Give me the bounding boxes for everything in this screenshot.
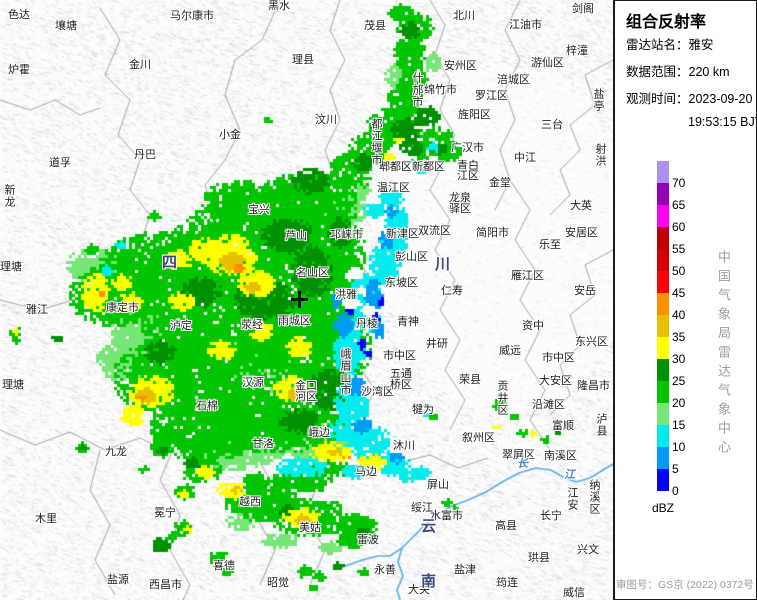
legend-tick-label: 60 <box>672 220 686 234</box>
legend-tick-label: 50 <box>672 264 686 278</box>
legend-tick-label: 25 <box>672 374 686 388</box>
legend-tick-label: 5 <box>672 462 679 476</box>
legend-tick-label: 0 <box>672 484 679 498</box>
legend-tick-label: 10 <box>672 440 686 454</box>
legend-tick-label: 55 <box>672 242 686 256</box>
map-approval-number: 审图号：GS京 (2022) 0372号 <box>616 579 754 591</box>
legend-swatch <box>657 205 669 227</box>
legend-tick-label: 45 <box>672 286 686 300</box>
legend-swatch <box>657 359 669 381</box>
radar-station-marker <box>291 291 308 308</box>
legend-tick-label: 20 <box>672 396 686 410</box>
legend-swatch <box>657 249 669 271</box>
legend-swatch <box>657 381 669 403</box>
legend-swatch <box>657 183 669 205</box>
panel-info-row: 观测时间：2023-09-20 <box>626 92 753 106</box>
legend-swatch <box>657 469 669 491</box>
panel-info-row: 雷达站名：雅安 <box>626 38 714 52</box>
panel-info-rows: 雷达站名：雅安数据范围：220 km 观测时间：2023-09-20 19:53:1… <box>626 34 757 137</box>
legend-swatch <box>657 161 669 183</box>
radar-map[interactable]: 色达 壤塘 马尔康市 黑水 茂县 北川 江油市 剑阁 梓潼 炉霍 金川 理县 安州区 游仙区 涪城区 绵竹市罗… <box>0 0 613 600</box>
legend-tick-label: 15 <box>672 418 686 432</box>
legend-tick-label: 30 <box>672 352 686 366</box>
legend-tick-label: 40 <box>672 308 686 322</box>
product-title: 组合反射率 <box>626 14 707 31</box>
legend-swatch <box>657 337 669 359</box>
legend-color-bar <box>657 161 669 491</box>
reflectivity-legend: 70 65 60 55 50 45 40 35 30 25 20 15 10 5 0 dBZ <box>615 1 757 600</box>
legend-swatch <box>657 293 669 315</box>
legend-swatch <box>657 425 669 447</box>
legend-swatch <box>657 447 669 469</box>
legend-tick-label: 70 <box>672 176 686 190</box>
info-panel: 组合反射率 雷达站名：雅安数据范围：220 km 观测时间：2023-09-20 1… <box>613 0 757 600</box>
legend-swatch <box>657 315 669 337</box>
panel-info-row: 数据范围：220 km <box>626 65 730 79</box>
panel-info-row: 19:53:15 BJT <box>688 115 757 129</box>
legend-tick-label: 65 <box>672 198 686 212</box>
legend-swatch <box>657 403 669 425</box>
legend-tick-label: 35 <box>672 330 686 344</box>
legend-swatch <box>657 271 669 293</box>
agency-watermark: 中国气象局雷达气象中心 <box>716 250 731 459</box>
legend-unit-label: dBZ <box>652 501 675 515</box>
legend-swatch <box>657 227 669 249</box>
